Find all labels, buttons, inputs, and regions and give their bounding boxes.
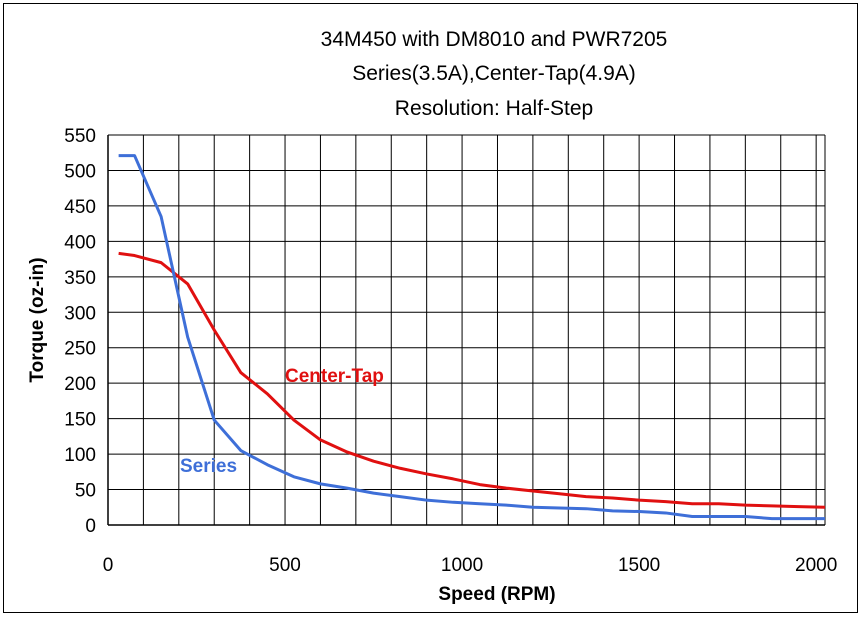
y-tick-label: 150 — [64, 410, 96, 431]
y-tick-label: 400 — [64, 232, 96, 253]
y-tick-label: 350 — [64, 268, 96, 289]
y-tick-label: 50 — [75, 481, 96, 502]
x-tick-label: 2000 — [795, 555, 837, 576]
x-tick-label: 1500 — [618, 555, 660, 576]
x-tick-label: 0 — [103, 555, 114, 576]
chart-title-line-3: Resolution: Half-Step — [394, 97, 594, 120]
x-axis-label: Speed (RPM) — [438, 584, 555, 605]
series-label: Series — [180, 456, 237, 477]
center-tap-label: Center-Tap — [285, 366, 384, 387]
y-tick-labels: 0 50 100 150 200 250 300 350 400 450 500 550 — [64, 126, 96, 537]
y-tick-label: 450 — [64, 197, 96, 218]
chart-frame — [3, 3, 858, 613]
y-tick-label: 550 — [64, 126, 96, 147]
x-tick-label: 1000 — [441, 555, 483, 576]
y-tick-label: 200 — [64, 374, 96, 395]
x-tick-labels: 0 500 1000 1500 2000 — [103, 555, 838, 576]
y-tick-label: 500 — [64, 161, 96, 182]
y-axis-label: Torque (oz-in) — [27, 257, 48, 382]
y-tick-label: 300 — [64, 303, 96, 324]
series-line — [118, 154, 825, 521]
chart-title-line-2: Series(3.5A),Center-Tap(4.9A) — [352, 62, 636, 85]
grid-lines — [107, 134, 826, 526]
chart-title-line-1: 34M450 with DM8010 and PWR7205 — [320, 28, 668, 51]
x-tick-label: 500 — [269, 555, 301, 576]
y-tick-label: 250 — [64, 339, 96, 360]
y-tick-label: 100 — [64, 445, 96, 466]
series-lines — [118, 154, 826, 521]
y-tick-label: 0 — [85, 516, 96, 537]
center-tap-line — [118, 251, 826, 509]
